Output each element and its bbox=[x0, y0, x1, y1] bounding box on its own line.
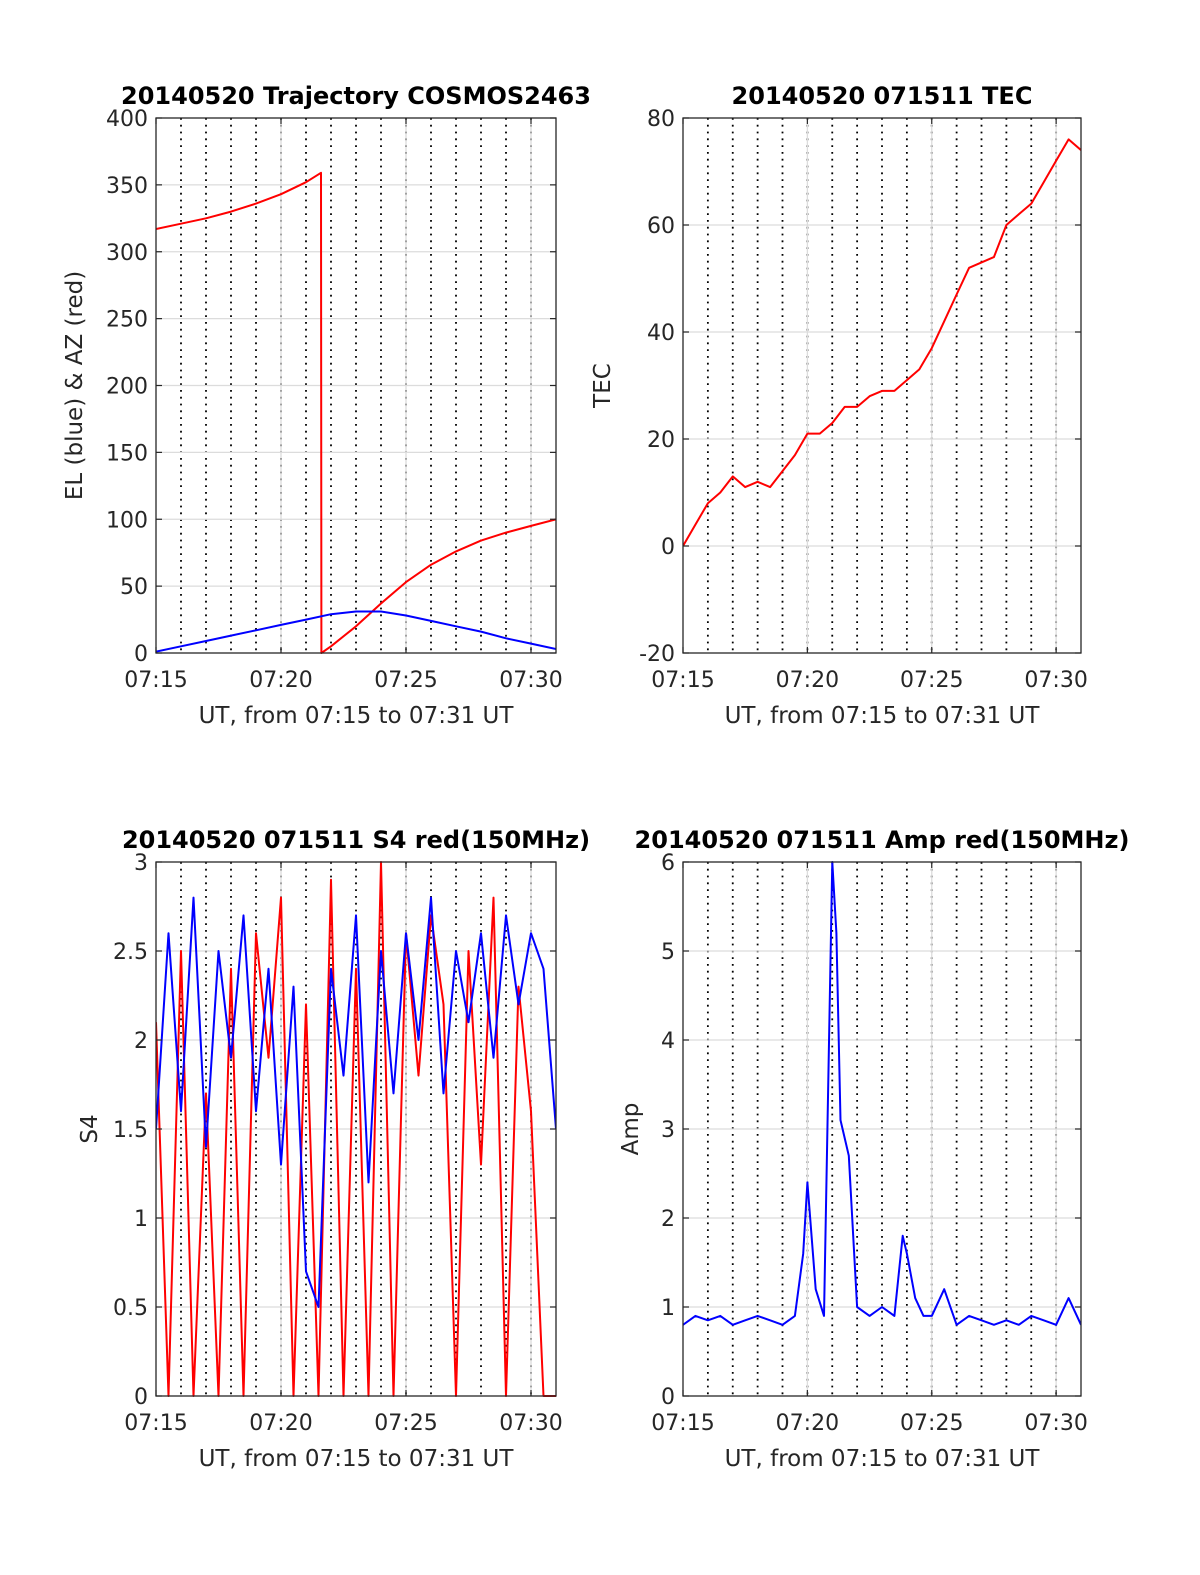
y-tick-label: 100 bbox=[106, 508, 148, 533]
y-tick-label: 40 bbox=[647, 321, 675, 346]
y-tick-label: 0.5 bbox=[113, 1296, 148, 1321]
x-tick-label: 07:30 bbox=[499, 1411, 562, 1436]
y-tick-label: 0 bbox=[661, 535, 675, 560]
y-tick-label: 2 bbox=[134, 1029, 148, 1054]
series-2-line bbox=[156, 610, 556, 653]
x-tick-label: 07:25 bbox=[900, 668, 963, 693]
x-tick-label: 07:20 bbox=[776, 1411, 839, 1436]
y-tick-label: 1 bbox=[661, 1296, 675, 1321]
x-axis-label: UT, from 07:15 to 07:31 UT bbox=[725, 1446, 1041, 1472]
chart-title: 20140520 071511 S4 red(150MHz) bbox=[122, 826, 590, 854]
y-tick-label: 60 bbox=[647, 214, 675, 239]
series-1-line bbox=[156, 171, 556, 654]
x-tick-label: 07:25 bbox=[374, 668, 437, 693]
y-tick-label: 5 bbox=[661, 940, 675, 965]
y-tick-label: 200 bbox=[106, 375, 148, 400]
y-tick-label: 1.5 bbox=[113, 1118, 148, 1143]
y-tick-label: 400 bbox=[106, 107, 148, 132]
x-tick-label: 07:15 bbox=[651, 1411, 714, 1436]
y-axis-label: Amp bbox=[618, 1103, 644, 1156]
x-tick-label: 07:15 bbox=[124, 1411, 187, 1436]
chart-1: 0 50 100 150 200 250 300 350 400 07:15 07:20 07:25 0… bbox=[62, 82, 591, 729]
y-tick-label: 0 bbox=[134, 642, 148, 667]
y-tick-label: 300 bbox=[106, 241, 148, 266]
x-tick-label: 07:20 bbox=[249, 668, 312, 693]
y-tick-label: 3 bbox=[661, 1118, 675, 1143]
y-tick-label: 3 bbox=[134, 851, 148, 876]
series-1-line bbox=[683, 861, 1081, 1326]
x-tick-label: 07:30 bbox=[1024, 1411, 1087, 1436]
x-tick-label: 07:30 bbox=[1024, 668, 1087, 693]
x-tick-label: 07:15 bbox=[651, 668, 714, 693]
x-tick-label: 07:20 bbox=[776, 668, 839, 693]
chart-title: 20140520 071511 TEC bbox=[732, 82, 1033, 110]
y-axis-label: TEC bbox=[590, 363, 616, 409]
chart-title: 20140520 Trajectory COSMOS2463 bbox=[121, 82, 591, 110]
plot-area bbox=[683, 118, 1081, 653]
y-tick-label: 20 bbox=[647, 428, 675, 453]
y-tick-label: 150 bbox=[106, 441, 148, 466]
y-tick-label: 6 bbox=[661, 851, 675, 876]
y-tick-label: 80 bbox=[647, 107, 675, 132]
x-tick-label: 07:25 bbox=[900, 1411, 963, 1436]
y-axis-label: EL (blue) & AZ (red) bbox=[62, 271, 88, 500]
y-tick-label: 2 bbox=[661, 1207, 675, 1232]
series-1-line bbox=[683, 138, 1081, 547]
x-tick-label: 07:20 bbox=[249, 1411, 312, 1436]
chart-title: 20140520 071511 Amp red(150MHz) bbox=[635, 826, 1130, 854]
y-axis-label: S4 bbox=[77, 1114, 103, 1143]
series-2-line bbox=[156, 896, 556, 1308]
x-axis-label: UT, from 07:15 to 07:31 UT bbox=[725, 703, 1041, 729]
chart-4: 0 1 2 3 4 5 6 07:15 07:20 07:25 07:30 20140520 0715… bbox=[618, 826, 1129, 1472]
y-tick-label: -20 bbox=[639, 642, 675, 667]
y-tick-label: 0 bbox=[134, 1385, 148, 1410]
chart-3: 0 0.5 1 1.5 2 2.5 3 07:15 07:20 07:25 07:30 2014052… bbox=[77, 826, 590, 1472]
y-tick-label: 4 bbox=[661, 1029, 675, 1054]
y-tick-label: 250 bbox=[106, 308, 148, 333]
x-axis-label: UT, from 07:15 to 07:31 UT bbox=[199, 703, 515, 729]
series-1-line bbox=[156, 861, 556, 1397]
axes-box bbox=[682, 117, 1082, 654]
x-tick-label: 07:15 bbox=[124, 668, 187, 693]
x-axis-label: UT, from 07:15 to 07:31 UT bbox=[199, 1446, 515, 1472]
y-tick-label: 50 bbox=[120, 575, 148, 600]
y-tick-label: 0 bbox=[661, 1385, 675, 1410]
y-tick-label: 1 bbox=[134, 1207, 148, 1232]
chart-2: -20 0 20 40 60 80 07:15 07:20 07:25 07:30 20140520… bbox=[590, 82, 1088, 729]
y-tick-label: 2.5 bbox=[113, 940, 148, 965]
x-tick-label: 07:25 bbox=[374, 1411, 437, 1436]
y-tick-label: 350 bbox=[106, 174, 148, 199]
x-tick-label: 07:30 bbox=[499, 668, 562, 693]
